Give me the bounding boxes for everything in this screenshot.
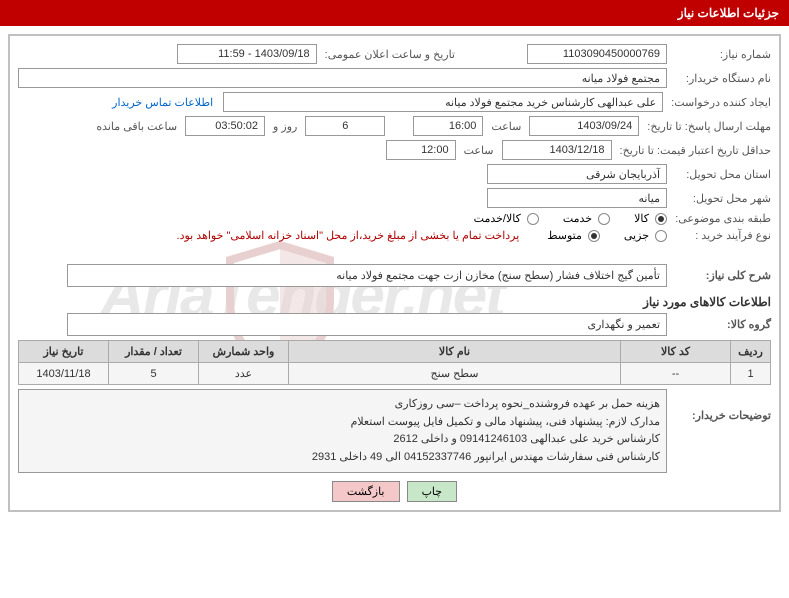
process-type-radio-group: جزیی متوسط (547, 229, 667, 242)
items-table: ردیف کد کالا نام کالا واحد شمارش تعداد /… (18, 340, 771, 385)
cell-date: 1403/11/18 (19, 363, 109, 385)
buyer-org-label: نام دستگاه خریدار: (671, 72, 771, 85)
category-radio-group: کالا خدمت کالا/خدمت (474, 212, 667, 225)
validity-time-label: ساعت (460, 144, 498, 157)
buyer-note-line-1: هزینه حمل بر عهده فروشنده_نحوه پرداخت –س… (25, 396, 660, 414)
process-option-1: متوسط (547, 229, 582, 242)
group-value: تعمیر و نگهداری (67, 313, 667, 336)
cell-code: -- (621, 363, 731, 385)
category-option-2: کالا/خدمت (474, 212, 521, 225)
back-button[interactable]: بازگشت (332, 481, 400, 502)
buyer-note-line-3: کارشناس خرید علی عبدالهی 09141246103 و د… (25, 431, 660, 449)
announce-date-value: 1403/09/18 - 11:59 (177, 44, 317, 64)
process-option-0: جزیی (624, 229, 649, 242)
buyer-contact-link[interactable]: اطلاعات تماس خریدار (112, 96, 219, 109)
category-radio-both[interactable] (527, 213, 539, 225)
deadline-time: 16:00 (413, 116, 483, 136)
deadline-date: 1403/09/24 (529, 116, 639, 136)
deadline-days: 6 (305, 116, 385, 136)
overall-desc-label: شرح کلی نیاز: (671, 269, 771, 282)
buyer-notes-box: هزینه حمل بر عهده فروشنده_نحوه پرداخت –س… (18, 389, 667, 473)
province-value: آذربایجان شرقی (487, 164, 667, 184)
process-type-label: نوع فرآیند خرید : (671, 229, 771, 242)
requester-value: علی عبدالهی کارشناس خرید مجتمع فولاد میا… (223, 92, 663, 112)
deadline-remain-label: ساعت باقی مانده (92, 120, 181, 133)
validity-date: 1403/12/18 (502, 140, 612, 160)
process-radio-medium[interactable] (588, 230, 600, 242)
overall-desc-value: تأمین گیج اختلاف فشار (سطح سنج) مخازن از… (67, 264, 667, 287)
th-code: کد کالا (621, 341, 731, 363)
buyer-org-value: مجتمع فولاد میانه (18, 68, 667, 88)
buyer-note-line-2: مدارک لازم: پیشنهاد فنی، پیشنهاد مالی و … (25, 414, 660, 432)
th-unit: واحد شمارش (199, 341, 289, 363)
category-radio-goods[interactable] (655, 213, 667, 225)
cell-name: سطح سنج (289, 363, 621, 385)
table-row: 1 -- سطح سنج عدد 5 1403/11/18 (19, 363, 771, 385)
city-value: میانه (487, 188, 667, 208)
buyer-note-line-4: کارشناس فنی سفارشات مهندس ایرانپور 04152… (25, 449, 660, 467)
need-number-value: 1103090450000769 (527, 44, 667, 64)
category-label: طبقه بندی موضوعی: (671, 212, 771, 225)
th-idx: ردیف (731, 341, 771, 363)
items-info-title: اطلاعات کالاهای مورد نیاز (18, 295, 771, 309)
deadline-remain-time: 03:50:02 (185, 116, 265, 136)
deadline-days-label: روز و (269, 120, 301, 133)
city-label: شهر محل تحویل: (671, 192, 771, 205)
category-radio-service[interactable] (598, 213, 610, 225)
buyer-notes-label: توضیحات خریدار: (671, 389, 771, 422)
announce-date-label: تاریخ و ساعت اعلان عمومی: (321, 48, 459, 61)
cell-idx: 1 (731, 363, 771, 385)
requester-label: ایجاد کننده درخواست: (667, 96, 771, 109)
th-qty: تعداد / مقدار (109, 341, 199, 363)
validity-label: حداقل تاریخ اعتبار قیمت: تا تاریخ: (616, 144, 771, 157)
print-button[interactable]: چاپ (407, 481, 458, 502)
category-option-0: کالا (634, 212, 649, 225)
deadline-time-label: ساعت (487, 120, 525, 133)
province-label: استان محل تحویل: (671, 168, 771, 181)
form-frame: شماره نیاز: 1103090450000769 تاریخ و ساع… (8, 34, 781, 512)
page-title: جزئیات اطلاعات نیاز (0, 0, 789, 26)
process-note: پرداخت تمام یا بخشی از مبلغ خرید،از محل … (177, 229, 520, 242)
validity-time: 12:00 (386, 140, 456, 160)
group-label: گروه کالا: (671, 318, 771, 331)
th-name: نام کالا (289, 341, 621, 363)
th-date: تاریخ نیاز (19, 341, 109, 363)
cell-qty: 5 (109, 363, 199, 385)
category-option-1: خدمت (563, 212, 592, 225)
deadline-label: مهلت ارسال پاسخ: تا تاریخ: (643, 120, 771, 133)
cell-unit: عدد (199, 363, 289, 385)
process-radio-minor[interactable] (655, 230, 667, 242)
need-number-label: شماره نیاز: (671, 48, 771, 61)
